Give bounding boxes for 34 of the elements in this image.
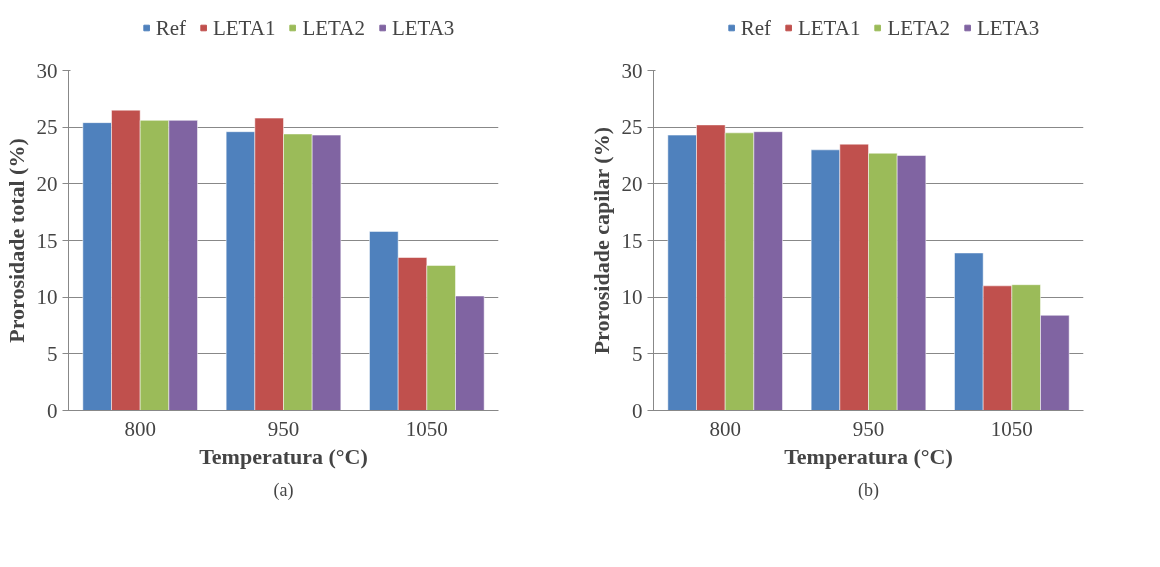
x-tick-label: 950 bbox=[852, 416, 885, 441]
legend-label: LETA2 bbox=[887, 15, 950, 40]
y-tick-label: 10 bbox=[36, 285, 58, 310]
y-tick-label: 25 bbox=[36, 115, 58, 140]
legend-label: LETA1 bbox=[212, 15, 276, 40]
x-axis-title: Temperatura (°C) bbox=[199, 443, 368, 469]
text: (a) bbox=[273, 479, 294, 501]
y-tick-label: 30 bbox=[36, 58, 58, 83]
x-tick-label: 800 bbox=[124, 416, 156, 441]
y-tick-label: 0 bbox=[632, 398, 643, 423]
y-tick-label: 20 bbox=[36, 171, 58, 196]
y-tick-label: 5 bbox=[47, 341, 58, 366]
x-axis-title: Temperatura (°C) bbox=[784, 443, 953, 469]
y-tick-label: 25 bbox=[621, 115, 643, 140]
legend-label: LETA1 bbox=[797, 15, 861, 40]
text: (b) bbox=[858, 479, 880, 501]
y-tick-label: 20 bbox=[621, 171, 643, 196]
x-tick-label: 1050 bbox=[405, 416, 448, 441]
y-tick-label: 15 bbox=[36, 228, 58, 253]
legend-label: Ref bbox=[740, 15, 771, 40]
x-tick-label: 1050 bbox=[990, 416, 1033, 441]
y-tick-label: 5 bbox=[632, 341, 643, 366]
y-axis-title: Prorosidade capilar (%) bbox=[588, 127, 614, 355]
legend-label: LETA3 bbox=[976, 15, 1040, 40]
y-tick-label: 30 bbox=[621, 58, 643, 83]
x-tick-label: 800 bbox=[709, 416, 741, 441]
legend-label: LETA3 bbox=[391, 15, 455, 40]
legend-label: Ref bbox=[155, 15, 186, 40]
legend-label: LETA2 bbox=[302, 15, 365, 40]
x-tick-label: 950 bbox=[267, 416, 300, 441]
y-tick-label: 15 bbox=[621, 228, 643, 253]
y-tick-label: 10 bbox=[621, 285, 643, 310]
y-tick-label: 0 bbox=[47, 398, 58, 423]
y-axis-title: Prorosidade total (%) bbox=[3, 138, 29, 343]
